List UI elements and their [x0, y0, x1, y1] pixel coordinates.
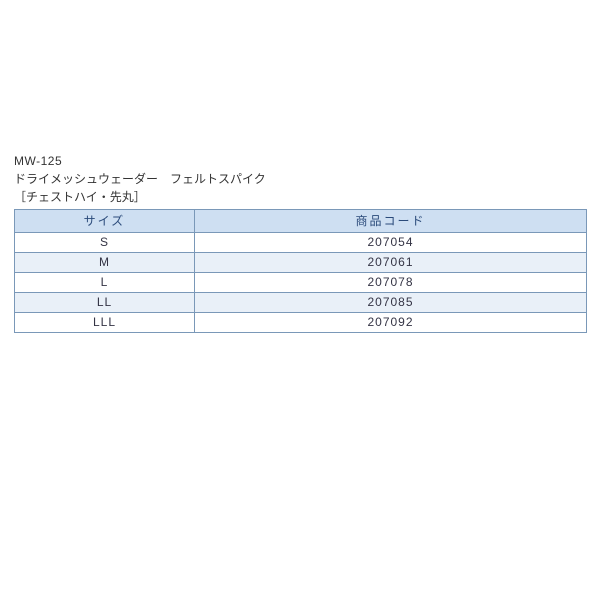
cell-code: 207085 — [195, 293, 587, 313]
table-row: S 207054 — [15, 233, 587, 253]
table-row: LL 207085 — [15, 293, 587, 313]
cell-size: LL — [15, 293, 195, 313]
product-block: MW-125 ドライメッシュウェーダー フェルトスパイク ［チェストハイ・先丸］… — [14, 154, 586, 333]
table-header-size: サイズ — [15, 210, 195, 233]
product-name: ドライメッシュウェーダー フェルトスパイク — [14, 170, 586, 187]
cell-size: LLL — [15, 313, 195, 333]
table-row: LLL 207092 — [15, 313, 587, 333]
cell-size: M — [15, 253, 195, 273]
size-table: サイズ 商品コード S 207054 M 207061 L 207078 — [14, 209, 587, 333]
table-row: M 207061 — [15, 253, 587, 273]
canvas: MW-125 ドライメッシュウェーダー フェルトスパイク ［チェストハイ・先丸］… — [0, 0, 600, 600]
product-subtitle: ［チェストハイ・先丸］ — [14, 188, 586, 205]
product-model: MW-125 — [14, 154, 586, 168]
table-header-row: サイズ 商品コード — [15, 210, 587, 233]
cell-code: 207078 — [195, 273, 587, 293]
cell-code: 207054 — [195, 233, 587, 253]
cell-code: 207092 — [195, 313, 587, 333]
cell-size: L — [15, 273, 195, 293]
cell-code: 207061 — [195, 253, 587, 273]
table-header-code: 商品コード — [195, 210, 587, 233]
table-row: L 207078 — [15, 273, 587, 293]
cell-size: S — [15, 233, 195, 253]
